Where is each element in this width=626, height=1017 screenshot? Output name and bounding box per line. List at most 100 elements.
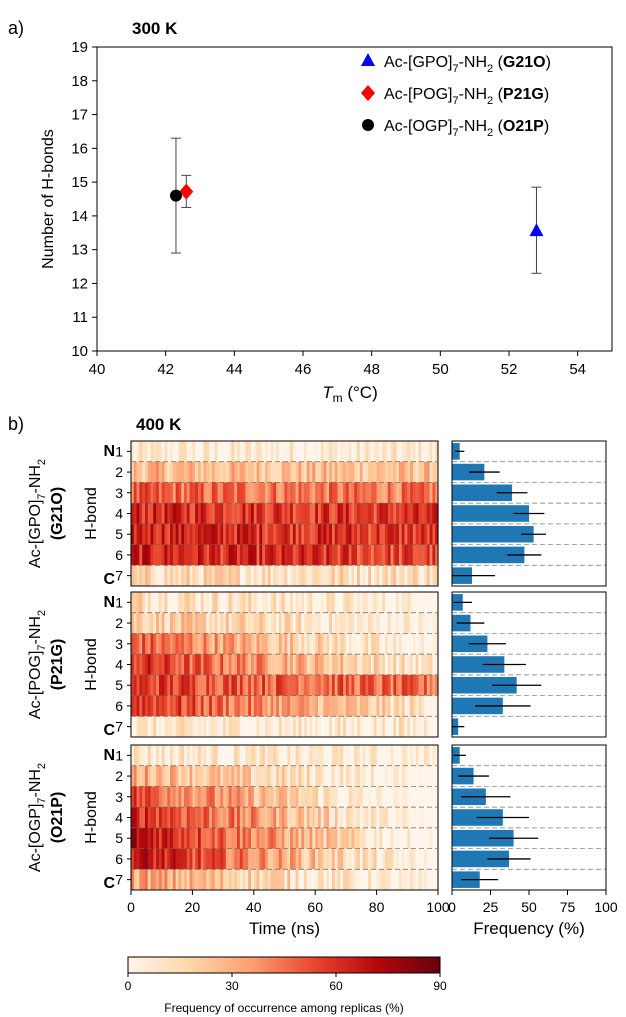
heatmap-cell (142, 482, 146, 504)
heatmap-cell (365, 869, 369, 891)
heatmap-cell (237, 441, 241, 463)
heatmap-cell (337, 765, 341, 787)
heatmap-cell (415, 461, 420, 483)
heatmap-cell (320, 765, 325, 787)
heatmap-cell (435, 612, 439, 634)
heatmap-cell (214, 807, 219, 829)
heatmap-cell (276, 523, 280, 545)
heatmap-cell (348, 612, 353, 634)
heatmap-cell (398, 612, 403, 634)
heatmap-cell (273, 716, 277, 738)
heatmap-cell (301, 565, 305, 587)
compound-name-part: -NH (27, 616, 44, 644)
heatmap-cell (368, 592, 372, 614)
heatmap-cell (304, 848, 308, 870)
heatmap-cell (415, 544, 420, 566)
heatmap-cell (418, 807, 422, 829)
heatmap-cell (320, 482, 325, 504)
heatmap-cell (429, 503, 434, 525)
heatmap-cell (281, 716, 286, 738)
heatmap-cell (178, 695, 182, 717)
heatmap-cell (404, 441, 408, 463)
legend-marker-o21p (362, 119, 374, 131)
heatmap-cell (270, 745, 274, 767)
heatmap-cell (348, 523, 353, 545)
heatmap-cell (181, 807, 185, 829)
heatmap-cell (343, 827, 347, 849)
heatmap-cell (251, 765, 255, 787)
heatmap-cell (354, 482, 358, 504)
heatmap-cell (195, 503, 199, 525)
heatmap-cell (184, 786, 188, 808)
heatmap-cell (306, 633, 311, 655)
heatmap-cell (142, 869, 146, 891)
heatmap-cell (309, 565, 314, 587)
heatmap-cell (217, 695, 221, 717)
heatmap-cell (197, 674, 202, 696)
heatmap-cell (421, 674, 425, 696)
heatmap-cell (225, 827, 230, 849)
heatmap-cell (184, 461, 188, 483)
heatmap-cell (223, 544, 227, 566)
heatmap-cell (217, 786, 221, 808)
heatmap-cell (323, 544, 327, 566)
heatmap-cell (412, 592, 417, 614)
heatmap-cell (362, 827, 367, 849)
heatmap-cell (331, 592, 336, 614)
heatmap-cell (161, 523, 166, 545)
heatmap-cell (371, 544, 375, 566)
heatmap-cell (343, 848, 347, 870)
heatmap-cell (424, 441, 428, 463)
heatmap-cell (290, 765, 294, 787)
heatmap-cell (334, 807, 339, 829)
legend-paren: ( (493, 54, 503, 71)
heatmap-cell (393, 716, 397, 738)
heatmap-cell (131, 807, 135, 829)
heatmap-cell (312, 786, 316, 808)
heatmap-cell (337, 654, 341, 676)
legend-name-part: -NH (459, 86, 487, 103)
heatmap-cell (150, 827, 154, 849)
heatmap-cell (281, 848, 286, 870)
heatmap-cell (404, 654, 408, 676)
heatmap-cell (192, 848, 196, 870)
heatmap-cell (429, 461, 434, 483)
heatmap-cell (251, 869, 255, 891)
heatmap-cell (362, 654, 367, 676)
heatmap-cell (267, 503, 272, 525)
heatmap-cell (195, 482, 199, 504)
heatmap-cell (156, 827, 160, 849)
heatmap-cell (348, 592, 353, 614)
heatmap-cell (410, 807, 414, 829)
heatmap-cell (251, 544, 255, 566)
heatmap-cell (253, 827, 258, 849)
heatmap-cell (309, 654, 314, 676)
freq-tick-label: 100 (594, 899, 618, 915)
heatmap-cell (393, 745, 397, 767)
panel-a-letter: a) (8, 18, 24, 38)
heatmap-cell (259, 848, 263, 870)
heatmap-cell (331, 848, 336, 870)
time-tick-label: 100 (426, 899, 450, 915)
heatmap-cell (379, 441, 383, 463)
heatmap-cell (184, 654, 188, 676)
heatmap-cell (161, 544, 166, 566)
heatmap-cell (357, 523, 361, 545)
x-tick-label: 42 (157, 361, 174, 378)
heatmap-cell (211, 592, 216, 614)
heatmap-cell (398, 786, 403, 808)
heatmap-cell (186, 848, 191, 870)
heatmap-cell (382, 633, 386, 655)
heatmap-cell (136, 827, 140, 849)
heatmap-cell (144, 544, 149, 566)
heatmap-cell (256, 765, 260, 787)
legend-paren: ) (544, 86, 549, 103)
heatmap-cell (295, 765, 300, 787)
heatmap-cell (256, 674, 260, 696)
heatmap-cell (281, 441, 286, 463)
heatmap-cell (209, 869, 213, 891)
heatmap-cell (292, 807, 297, 829)
heatmap-cell (404, 503, 408, 525)
heatmap-cell (214, 745, 219, 767)
heatmap-cell (195, 612, 199, 634)
